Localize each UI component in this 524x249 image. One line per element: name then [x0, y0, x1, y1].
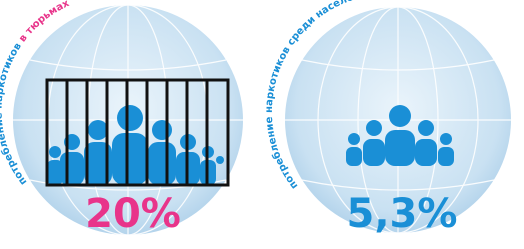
percent-value: 20%	[85, 191, 181, 237]
percent-value: 5,3%	[347, 191, 458, 237]
infographic: потребление наркотиков в тюрьмах 20% пот…	[0, 0, 524, 249]
